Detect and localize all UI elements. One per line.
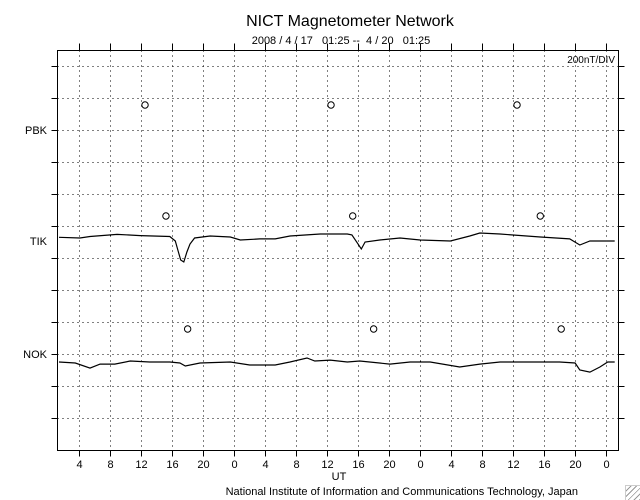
x-tick-label: 20: [197, 459, 209, 471]
x-tick-label: 12: [507, 459, 519, 471]
x-tick-label: 0: [417, 459, 423, 471]
scale-label: 200nT/DIV: [567, 55, 615, 66]
trace-tik: [58, 232, 615, 263]
x-tick-label: 20: [569, 459, 581, 471]
x-tick-label: 4: [76, 459, 82, 471]
midnight-marker: [369, 325, 378, 333]
chart-title: NICT Magnetometer Network: [246, 13, 455, 30]
plot-frame: [57, 50, 619, 451]
midnight-marker: [183, 325, 192, 333]
midnight-marker: [162, 212, 170, 220]
chart-subtitle: 2008 / 4 / 17 01:25 -- 4 / 20 01:25: [252, 35, 431, 47]
x-axis-label: UT: [332, 471, 347, 483]
midnight-marker: [327, 101, 335, 109]
midnight-marker: [141, 101, 149, 109]
x-tick-label: 4: [448, 459, 454, 471]
station-label-nok: NOK: [23, 349, 48, 361]
midnight-marker: [513, 101, 521, 109]
x-tick-label: 16: [538, 459, 550, 471]
x-tick-label: 8: [293, 459, 299, 471]
x-tick-label: 8: [479, 459, 485, 471]
credit-text: National Institute of Information and Co…: [226, 486, 578, 498]
x-tick-label: 0: [231, 459, 237, 471]
axis-ticks: 4 8 12 16 20 0 4 8 12 16 20 0 4 8 12 16 20 0: [51, 43, 625, 471]
x-tick-label: 0: [603, 459, 609, 471]
station-labels: PBK TIK NOK: [23, 125, 48, 361]
x-tick-label: 20: [383, 459, 395, 471]
x-tick-label: 16: [352, 459, 364, 471]
x-tick-label: 12: [321, 459, 333, 471]
x-tick-label: 8: [107, 459, 113, 471]
midnight-marker: [349, 212, 357, 220]
x-tick-label: 4: [262, 459, 268, 471]
station-label-pbk: PBK: [25, 125, 48, 137]
grid: [57, 50, 619, 451]
midnight-marker: [557, 325, 565, 333]
x-tick-label: 12: [135, 459, 147, 471]
traces: [58, 101, 615, 373]
resize-grip[interactable]: [625, 485, 640, 500]
midnight-marker: [536, 212, 544, 220]
x-tick-label: 16: [166, 459, 178, 471]
station-label-tik: TIK: [30, 236, 48, 248]
trace-nok: [58, 357, 615, 373]
